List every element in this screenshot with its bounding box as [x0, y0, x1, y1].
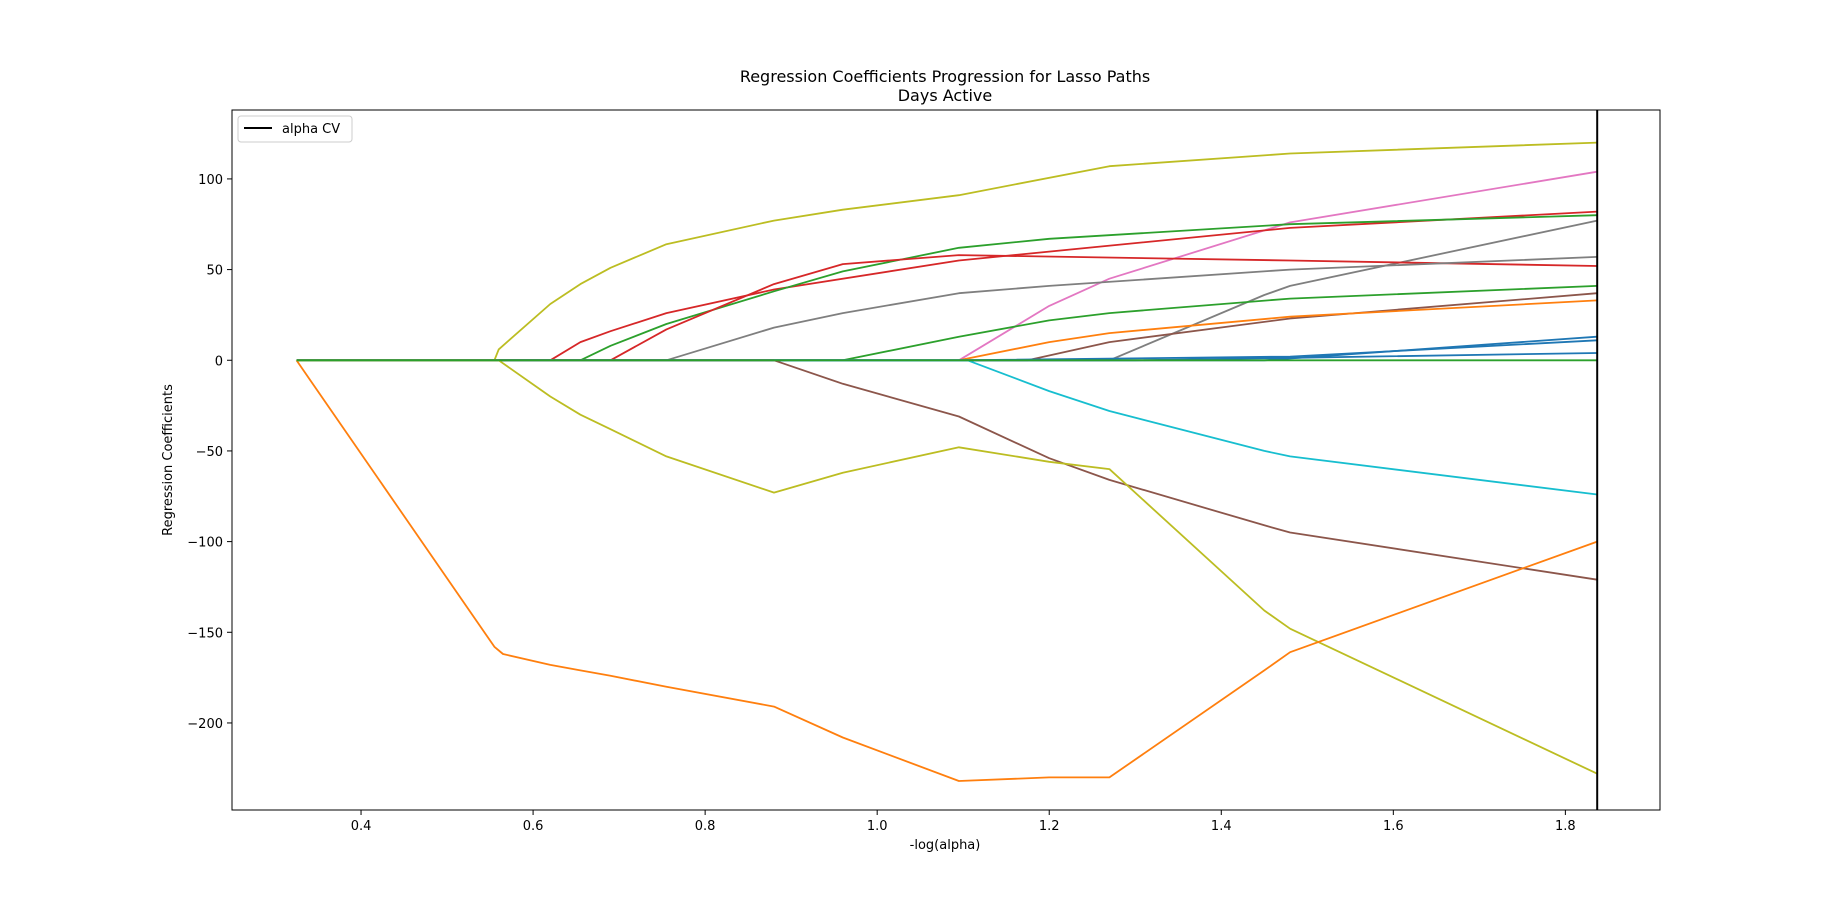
y-tick-label: −100 [187, 536, 223, 551]
x-tick-label: 1.0 [867, 819, 888, 834]
y-axis: 100 50 0 −50 −100 −150 −200 [187, 173, 232, 732]
series-line-coef-brown-neg [296, 359, 1598, 581]
x-tick-label: 1.8 [1555, 819, 1576, 834]
series-line-coef-gray-2 [296, 256, 1598, 362]
series-line-coef-olive-neg [296, 359, 1598, 775]
chart-subtitle: Days Active [898, 86, 993, 105]
x-tick-label: 0.6 [523, 819, 544, 834]
y-tick-label: −200 [187, 717, 223, 732]
legend-frame [237, 115, 353, 143]
legend-label-alpha-cv: alpha CV [282, 122, 340, 137]
y-tick-label: 50 [206, 264, 223, 279]
legend: alpha CV [237, 115, 353, 143]
y-tick-label: 100 [198, 173, 223, 188]
series-line-coef-green-1 [296, 214, 1598, 362]
series-layer [295, 141, 1598, 782]
y-axis-label: Regression Coefficients [161, 384, 176, 536]
y-tick-label: −150 [187, 626, 223, 641]
x-tick-label: 1.6 [1383, 819, 1404, 834]
series-line-coef-orange-neg [295, 359, 1598, 782]
x-tick-label: 0.8 [695, 819, 716, 834]
axes-frame [231, 109, 1661, 811]
x-axis: 0.4 0.6 0.8 1.0 1.2 1.4 1.6 1.8 [351, 810, 1576, 834]
series-line-coef-olive-top [296, 141, 1598, 362]
series-line-coef-red-1 [296, 210, 1598, 362]
x-tick-label: 0.4 [351, 819, 372, 834]
y-tick-label: −50 [196, 445, 223, 460]
series-line-coef-red-2 [296, 254, 1598, 362]
y-tick-label: 0 [215, 354, 223, 369]
x-tick-label: 1.4 [1211, 819, 1232, 834]
x-tick-label: 1.2 [1039, 819, 1060, 834]
x-axis-label: -log(alpha) [910, 838, 981, 853]
chart-title: Regression Coefficients Progression for … [740, 67, 1150, 86]
